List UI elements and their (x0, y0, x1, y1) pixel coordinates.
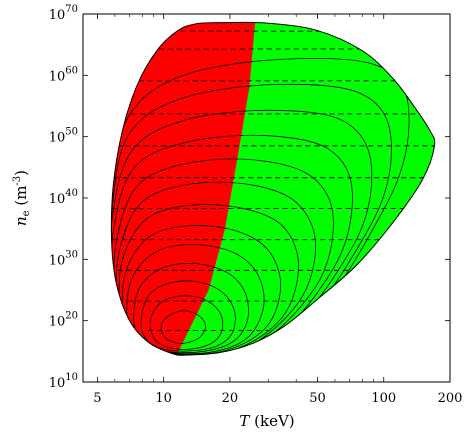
x-tick-label: 20 (222, 391, 239, 406)
contour-line (160, 310, 206, 344)
x-tick-label: 100 (371, 391, 396, 406)
y-tick-label: 1020 (49, 311, 78, 330)
x-axis-label: T (keV) (239, 412, 294, 430)
outline-curve (110, 21, 436, 356)
y-tick-label: 1040 (49, 188, 78, 207)
region-fills (111, 22, 435, 356)
y-tick-label: 1010 (49, 372, 78, 391)
dashed-lines (111, 30, 435, 331)
x-tick-label: 5 (93, 391, 101, 406)
contour-line (140, 280, 236, 352)
red-region (111, 22, 255, 356)
y-axis-label: ne (m-3) (12, 170, 32, 226)
x-tick-label: 200 (438, 391, 463, 406)
contour-line (133, 263, 249, 354)
y-tick-label: 1030 (49, 249, 78, 268)
y-axis: 1010 1020 1030 1040 1050 1060 1070 (49, 4, 450, 391)
x-axis: 5 10 20 50 100 200 (93, 14, 462, 406)
x-tick-label: 50 (309, 391, 326, 406)
y-tick-label: 1070 (49, 4, 78, 23)
y-tick-label: 1060 (49, 65, 78, 84)
x-tick-label: 10 (155, 391, 172, 406)
contour-line (149, 295, 224, 350)
y-tick-label: 1050 (49, 127, 78, 146)
outline-layer (110, 21, 436, 356)
